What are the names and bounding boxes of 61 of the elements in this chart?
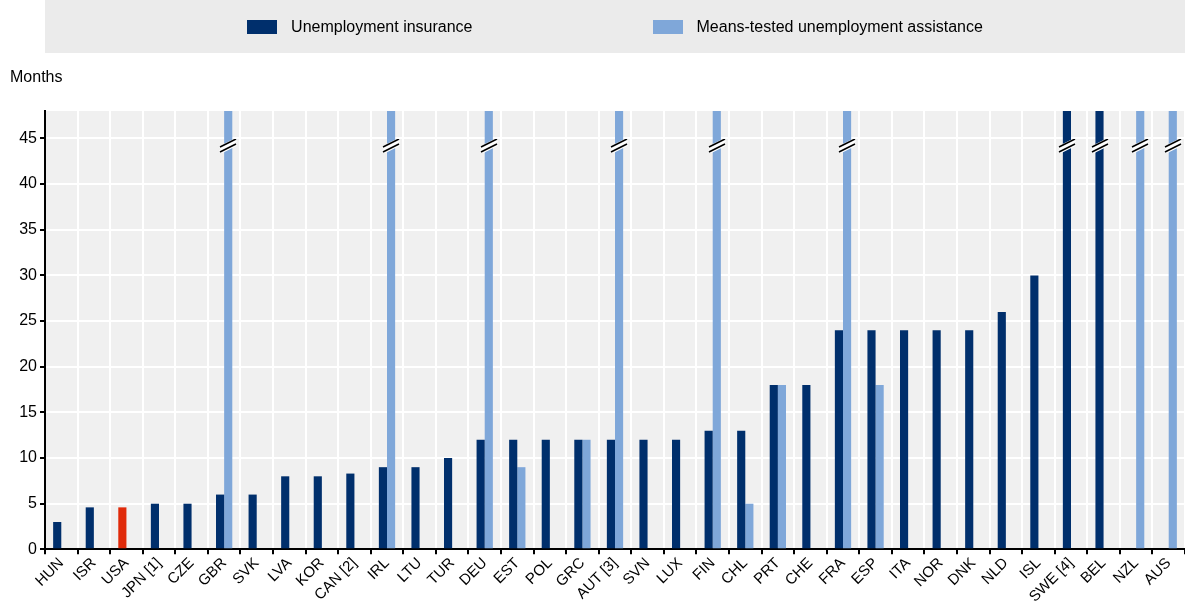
x-tick-label: NZL	[1109, 553, 1142, 586]
x-tick-label: ISR	[69, 553, 100, 584]
bar	[777, 384, 786, 549]
y-tick-label: 25	[19, 311, 38, 329]
bar	[932, 330, 941, 549]
y-tick-label: 5	[28, 494, 38, 512]
bar	[248, 494, 257, 549]
bar	[1030, 275, 1039, 549]
bar	[346, 473, 355, 549]
x-tick-label: ITA	[885, 553, 914, 582]
y-tick-label: 40	[19, 174, 38, 192]
y-tick-label: 10	[19, 448, 38, 466]
bar	[900, 330, 909, 549]
x-tick-label: FIN	[688, 553, 718, 583]
bar	[378, 467, 387, 549]
bar	[118, 507, 127, 549]
bar	[704, 430, 713, 549]
x-tick-label: LVA	[263, 553, 295, 585]
bar	[834, 330, 843, 549]
x-tick-label: POL	[521, 553, 555, 588]
bar	[281, 476, 290, 549]
legend-label: Unemployment insurance	[291, 17, 473, 36]
bar	[517, 467, 526, 549]
bar	[582, 439, 591, 549]
bar	[150, 503, 159, 549]
x-tick-label: CHL	[717, 553, 751, 588]
bar	[509, 439, 518, 549]
bar	[997, 311, 1006, 549]
bar	[965, 330, 974, 549]
y-tick-label: 15	[19, 402, 38, 420]
bar	[444, 458, 453, 549]
bar	[313, 476, 322, 549]
x-tick-label: FRA	[814, 553, 849, 587]
y-tick-label: 0	[28, 539, 38, 557]
bar	[867, 330, 876, 549]
y-tick-label: 30	[19, 265, 38, 283]
y-tick-label: 45	[19, 128, 38, 146]
bar	[737, 430, 746, 549]
legend-label: Means-tested unemployment assistance	[696, 17, 983, 36]
x-tick-label: BEL	[1076, 553, 1109, 586]
bar	[606, 439, 615, 549]
bar	[476, 439, 485, 549]
bar	[802, 384, 811, 549]
bar	[639, 439, 648, 549]
bar	[85, 507, 94, 549]
bar	[672, 439, 681, 549]
bar	[183, 503, 192, 549]
y-tick-label: 35	[19, 220, 38, 238]
bar	[769, 384, 778, 549]
bar	[875, 384, 884, 549]
bar	[745, 503, 754, 549]
x-tick-label: LTU	[393, 553, 425, 586]
bar	[574, 439, 583, 549]
y-axis-title: Months	[10, 68, 63, 86]
x-tick-label: IRL	[363, 553, 393, 583]
bar	[411, 467, 420, 549]
x-tick-label: TUR	[423, 553, 458, 588]
bar	[541, 439, 550, 549]
bar	[216, 494, 225, 549]
y-tick-label: 20	[19, 357, 38, 375]
bar	[53, 521, 62, 549]
